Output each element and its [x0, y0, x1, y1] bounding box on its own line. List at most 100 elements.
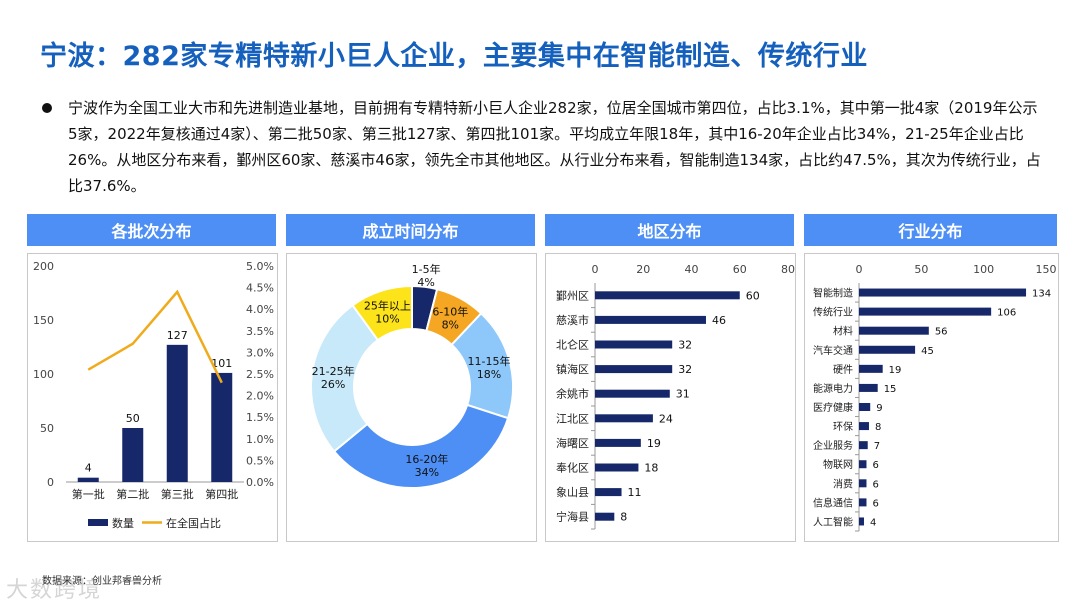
y2-tick-label: 0.0%	[246, 476, 274, 489]
watermark-logo: 大数跨境	[6, 578, 103, 603]
bar	[595, 488, 622, 497]
slice-percent: 18%	[477, 368, 501, 381]
data-label: 31	[676, 388, 690, 401]
data-label: 32	[678, 339, 692, 352]
y2-tick-label: 1.0%	[246, 433, 274, 446]
y-tick-label: 50	[40, 422, 54, 435]
data-label: 11	[628, 486, 642, 499]
data-label: 127	[167, 329, 188, 342]
data-label: 6	[872, 479, 878, 490]
data-label: 18	[644, 462, 658, 475]
category-label: 慈溪市	[556, 313, 589, 327]
category-label: 医疗健康	[813, 401, 853, 414]
bar	[211, 372, 233, 482]
batch-combo-chart: 0 50 100 150 200 0.0% 0.5% 1.0% 1.5% 2.0% 2.5% 3.0%…	[33, 260, 274, 530]
bar	[859, 517, 864, 526]
bar	[595, 365, 673, 374]
category-label: 鄞州区	[556, 289, 589, 302]
slice-label: 6-10年	[432, 304, 468, 318]
data-label: 6	[872, 460, 878, 471]
data-label: 134	[1032, 289, 1051, 300]
data-source-note: 数据来源：创业邦睿兽分析	[42, 576, 162, 587]
bar	[859, 460, 867, 469]
slice-percent: 10%	[375, 312, 399, 325]
category-label: 能源电力	[813, 382, 853, 395]
panel-header-industry: 行业分布	[804, 214, 1057, 246]
legend-swatch-count	[88, 519, 108, 526]
category-label: 企业服务	[813, 439, 853, 452]
x-tick-label: 150	[1036, 263, 1057, 276]
x-tick-label: 40	[685, 263, 699, 276]
slice-percent: 8%	[442, 318, 459, 331]
share-line	[87, 289, 223, 384]
donut-slice	[310, 303, 380, 453]
bar	[595, 463, 639, 472]
bar	[859, 307, 992, 316]
data-label: 56	[935, 327, 948, 338]
category-label: 智能制造	[813, 287, 853, 300]
data-label: 101	[211, 357, 232, 370]
donut-slice	[351, 284, 413, 342]
category-label: 信息通信	[813, 496, 853, 509]
summary-paragraph: 宁波作为全国工业大市和先进制造业基地，目前拥有专精特新小巨人企业282家，位居全…	[68, 99, 1041, 195]
category-label: 人工智能	[813, 515, 853, 528]
category-label: 汽车交通	[813, 344, 853, 357]
data-label: 15	[884, 384, 897, 395]
y2-tick-label: 0.5%	[246, 454, 274, 467]
category-label: 北仑区	[556, 338, 589, 352]
x-tick-label: 60	[733, 263, 747, 276]
bar	[859, 288, 1027, 297]
category-label: 奉化区	[556, 461, 589, 475]
category-label: 宁海县	[556, 510, 589, 524]
region-bar-chart: 0 20 40 60 80 鄞州区 60 慈溪市 46 北仑区 32 镇海区 32 余姚市 31 江北区 24 海…	[556, 263, 795, 530]
data-label: 19	[889, 365, 902, 376]
data-label: 8	[620, 511, 627, 524]
category-label: 余姚市	[556, 387, 589, 401]
bar	[859, 441, 868, 450]
region-chart-panel: 0 20 40 60 80 鄞州区 60 慈溪市 46 北仑区 32 镇海区 32 余姚市 31 江北区 24 海…	[545, 253, 796, 542]
x-tick-label: 第三批	[161, 487, 194, 501]
data-label: 19	[647, 437, 661, 450]
slice-label: 21-25年	[312, 364, 355, 378]
x-tick-label: 80	[781, 263, 795, 276]
bullet-dot	[42, 103, 52, 113]
category-label: 象山县	[556, 486, 589, 499]
page-title: 宁波：282家专精特新小巨人企业，主要集中在智能制造、传统行业	[40, 41, 868, 72]
slice-label: 1-5年	[412, 262, 441, 276]
panel-header-region: 地区分布	[545, 214, 794, 246]
bar	[859, 498, 867, 507]
data-label: 9	[876, 403, 882, 414]
bar	[595, 291, 740, 300]
y2-tick-label: 4.5%	[246, 282, 274, 295]
y-tick-label: 200	[33, 260, 54, 273]
x-tick-label: 50	[914, 263, 928, 276]
bar	[859, 345, 916, 354]
founding-chart-panel: 1-5年 4% 6-10年 8% 11-15年 18% 16-20年 34% 21-25年 26%…	[286, 253, 537, 542]
category-label: 江北区	[556, 412, 589, 425]
data-label: 46	[712, 314, 726, 327]
industry-bar-chart: 0 50 100 150 智能制造 134 传统行业 106 材料 56 汽车交通 45 硬件 19 能源电…	[813, 263, 1057, 532]
legend-label-share: 在全国占比	[166, 516, 221, 530]
bar	[859, 479, 867, 488]
y2-tick-label: 5.0%	[246, 260, 274, 273]
donut-slice	[332, 403, 510, 489]
data-label: 24	[659, 412, 673, 425]
bar	[122, 428, 144, 482]
bar	[595, 315, 706, 324]
bar	[166, 344, 188, 482]
x-tick-label: 0	[856, 263, 863, 276]
category-label: 镇海区	[556, 362, 589, 376]
bar	[595, 389, 670, 398]
bar	[859, 364, 883, 373]
y2-tick-label: 2.0%	[246, 390, 274, 403]
slice-label: 16-20年	[405, 452, 448, 466]
data-label: 32	[678, 363, 692, 376]
x-tick-label: 0	[592, 263, 599, 276]
category-label: 传统行业	[813, 306, 853, 319]
slice-label: 11-15年	[468, 354, 511, 368]
y-tick-label: 100	[33, 368, 54, 381]
y2-tick-label: 4.0%	[246, 303, 274, 316]
data-label: 4	[85, 462, 92, 475]
industry-chart-panel: 0 50 100 150 智能制造 134 传统行业 106 材料 56 汽车交通 45 硬件 19 能源电…	[804, 253, 1059, 542]
